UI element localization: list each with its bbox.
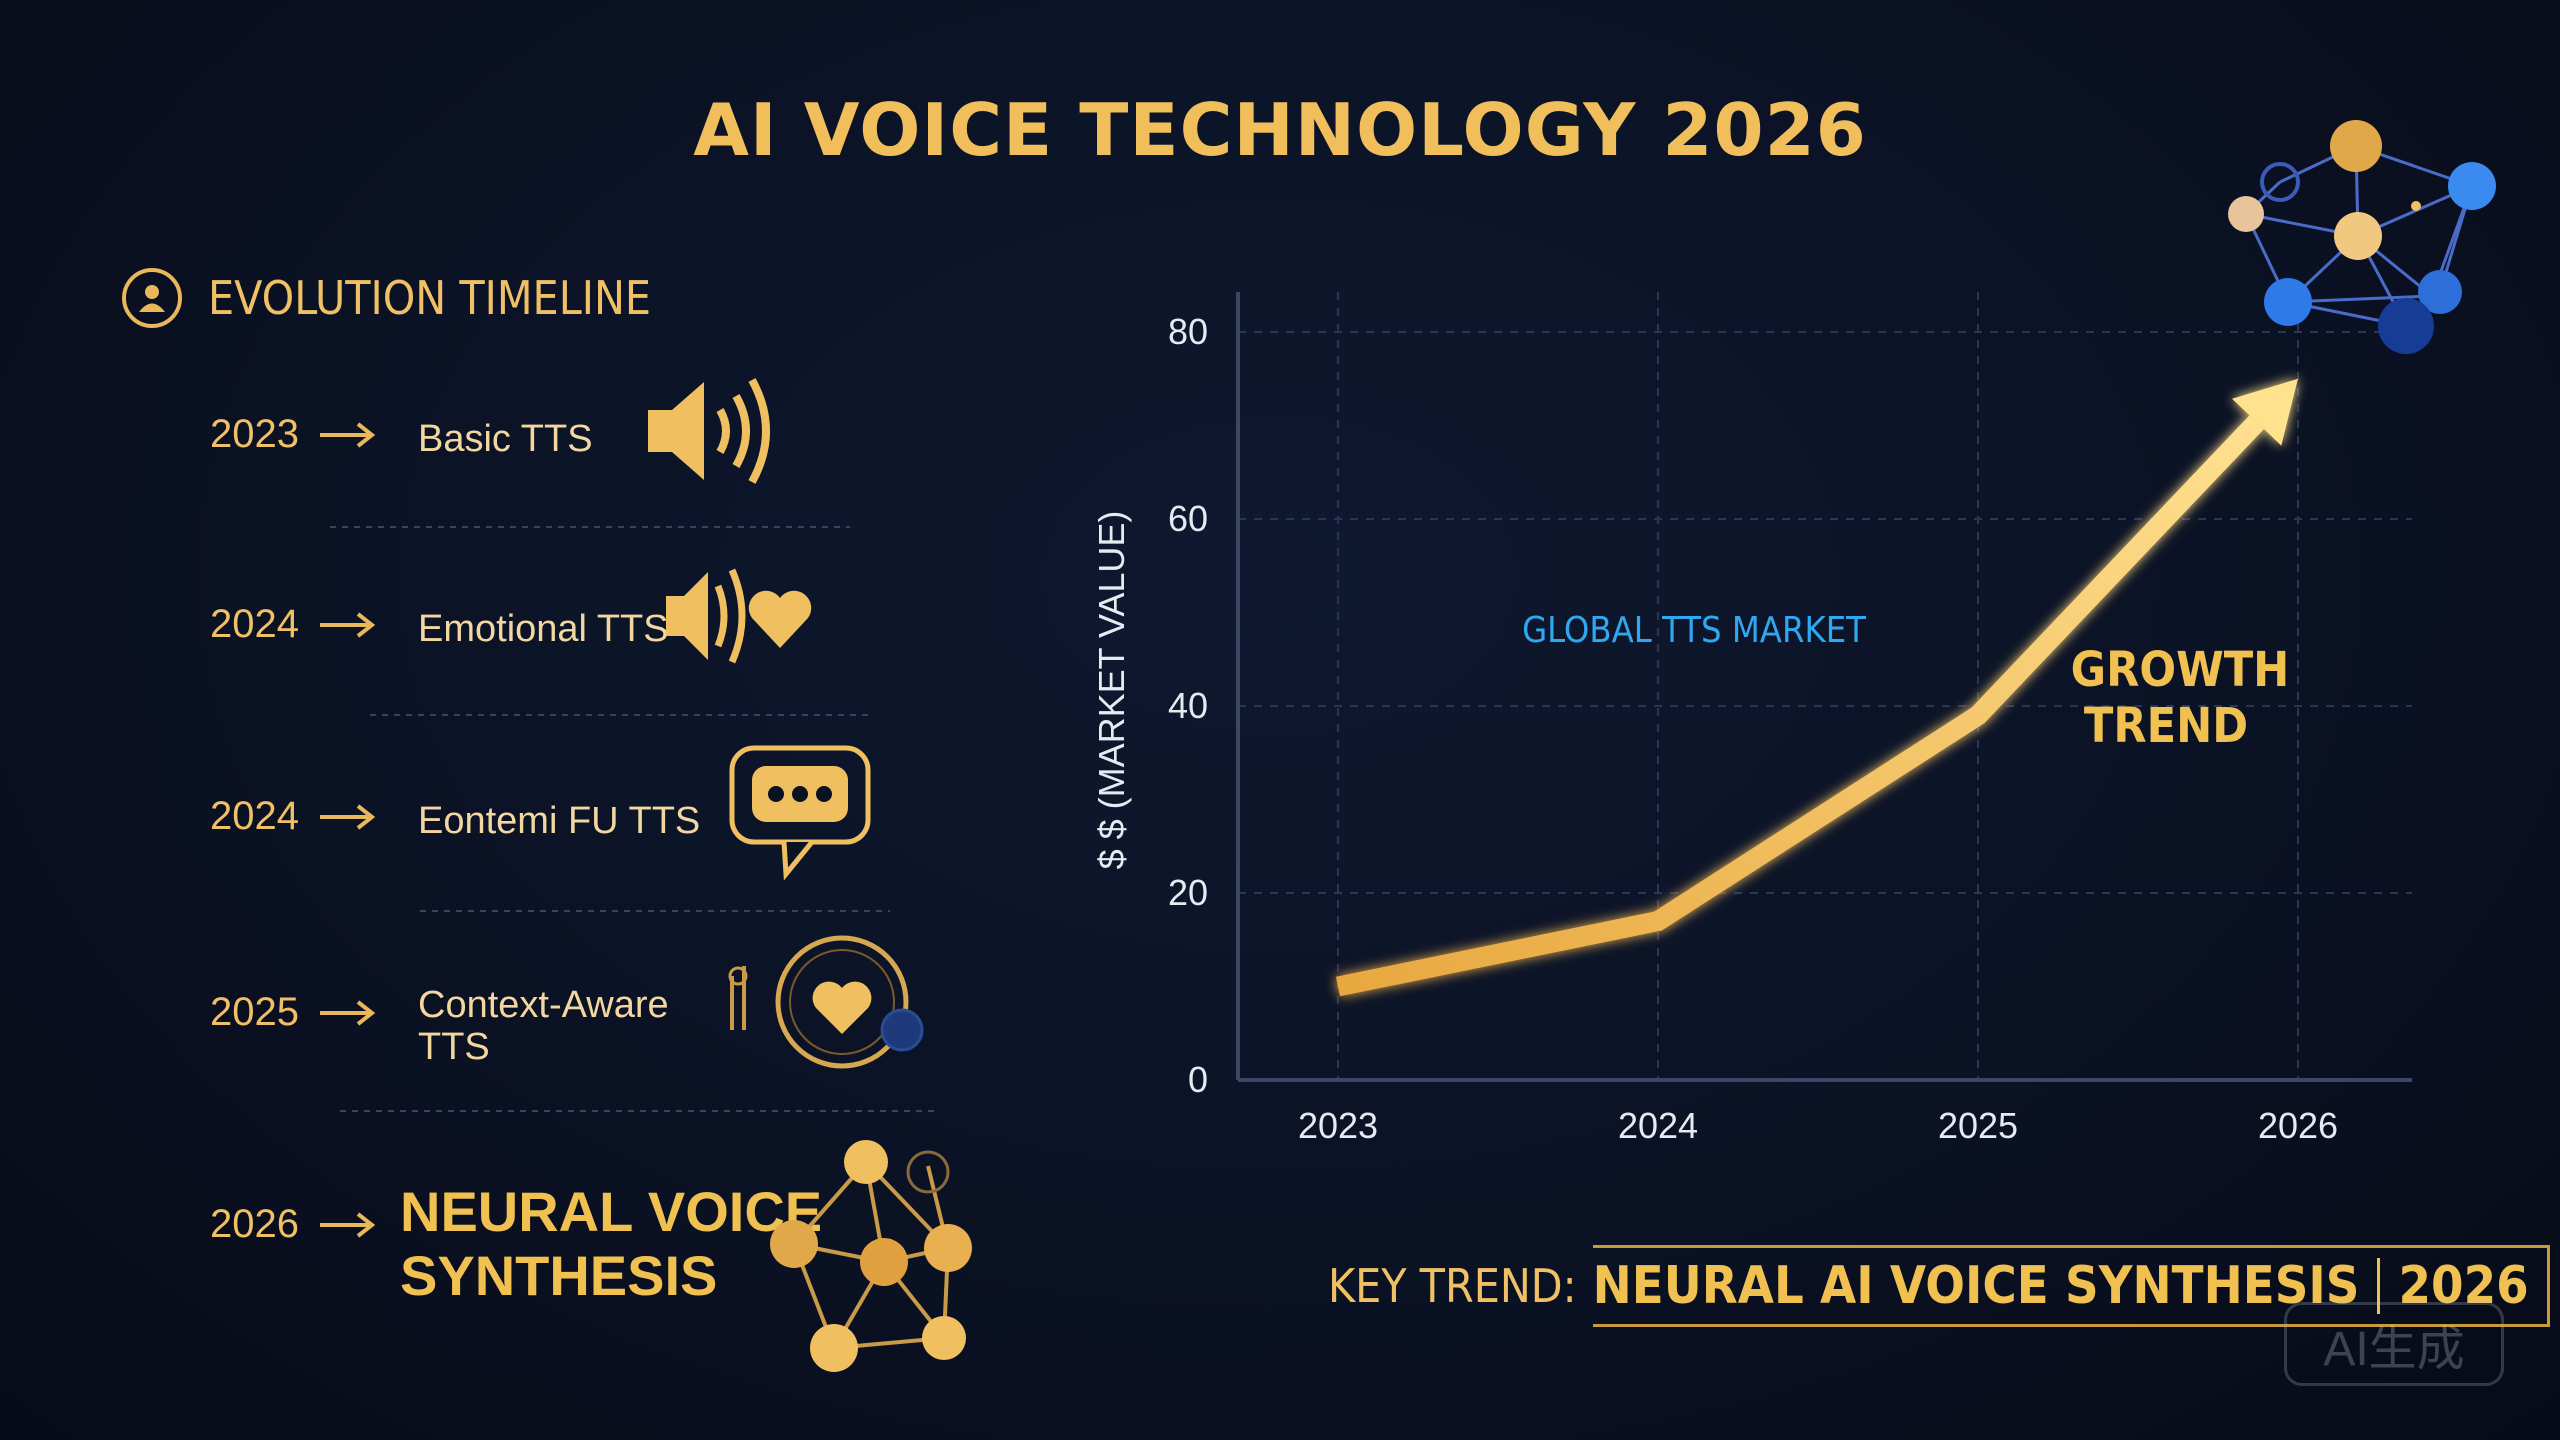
series-arrowhead <box>2232 378 2298 446</box>
chat-bubble-icon <box>729 745 871 880</box>
page-title: AI VOICE TECHNOLOGY 2026 <box>693 88 1867 172</box>
growth-annotation-line1: GROWTH <box>2071 642 2290 698</box>
timeline-heading-label: EVOLUTION TIMELINE <box>208 271 652 325</box>
key-trend-box: NEURAL AI VOICE SYNTHESIS 2026 <box>1592 1245 2550 1327</box>
watermark: AI生成 <box>2284 1302 2504 1386</box>
x-tick-label: 2025 <box>1938 1105 2018 1146</box>
arrow-right-icon <box>320 422 376 448</box>
timeline-divider <box>340 1110 940 1112</box>
y-tick-label: 0 <box>1188 1059 1208 1100</box>
timeline-label-line2: SYNTHESIS <box>400 1244 718 1307</box>
key-trend-label: KEY TREND: <box>1328 1259 1577 1313</box>
y-tick-label: 80 <box>1168 311 1208 352</box>
y-axis-label: $ $ (MARKET VALUE) <box>1091 511 1132 870</box>
key-trend-year: 2026 <box>2398 1256 2529 1316</box>
timeline-year: 2024 <box>210 602 299 646</box>
y-tick-label: 40 <box>1168 685 1208 726</box>
x-tick-label: 2026 <box>2258 1105 2338 1146</box>
key-trend: KEY TREND: NEURAL AI VOICE SYNTHESIS 202… <box>1328 1240 2550 1332</box>
market-annotation: GLOBAL TTS MARKET <box>1522 610 1866 651</box>
timeline-divider <box>330 526 850 528</box>
timeline-divider <box>370 714 870 716</box>
timeline-year: 2025 <box>210 990 299 1034</box>
arrow-right-icon <box>320 1000 376 1026</box>
timeline-label: Emotional TTS <box>418 608 669 650</box>
arrow-right-icon <box>320 612 376 638</box>
key-trend-divider <box>2377 1258 2381 1314</box>
network-icon <box>2228 120 2496 354</box>
speaker-heart-icon <box>666 568 812 664</box>
chart-grid <box>1238 292 2412 1080</box>
arrow-right-icon <box>320 1212 376 1238</box>
key-trend-text: NEURAL AI VOICE SYNTHESIS <box>1592 1256 2360 1316</box>
y-tick-label: 60 <box>1168 498 1208 539</box>
timeline-label-line1: NEURAL VOICE <box>400 1180 823 1243</box>
timeline-label-line2: TTS <box>418 1026 490 1068</box>
timeline-year: 2024 <box>210 794 299 838</box>
timeline-divider <box>420 910 890 912</box>
arrow-right-icon <box>320 804 376 830</box>
y-tick-label: 20 <box>1168 872 1208 913</box>
timeline-label: Eontemi FU TTS <box>418 800 701 842</box>
timeline-label: NEURAL VOICE SYNTHESIS <box>400 1180 822 1308</box>
x-tick-label: 2023 <box>1298 1105 1378 1146</box>
timeline-label: Context-Aware TTS <box>418 984 669 1068</box>
growth-annotation-line2: TREND <box>2084 698 2248 754</box>
timeline-label-line1: Context-Aware <box>418 984 669 1026</box>
heart-circle-icon <box>728 935 924 1069</box>
speaker-icon <box>648 378 770 484</box>
chart-axes <box>1236 292 2412 1082</box>
timeline-label: Basic TTS <box>418 418 593 460</box>
x-tick-label: 2024 <box>1618 1105 1698 1146</box>
user-icon <box>122 268 182 328</box>
timeline-year: 2026 <box>210 1202 299 1246</box>
neural-network-icon <box>770 1140 972 1372</box>
timeline-year: 2023 <box>210 412 299 456</box>
series-line <box>1335 415 2264 997</box>
timeline-heading: EVOLUTION TIMELINE <box>122 262 651 334</box>
